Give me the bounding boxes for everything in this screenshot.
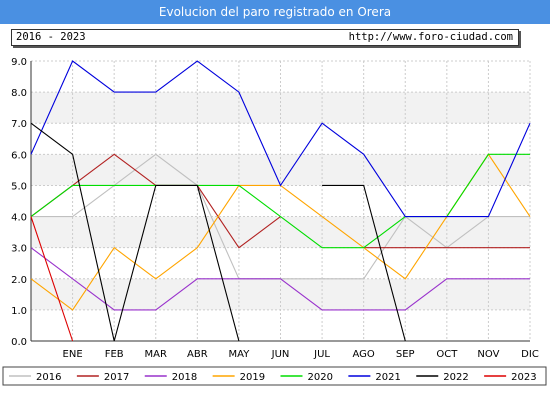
x-tick-label: ENE — [63, 349, 83, 360]
x-tick-label: MAR — [145, 349, 167, 360]
y-tick-label: 7.0 — [11, 119, 27, 130]
y-tick-label: 9.0 — [11, 57, 27, 68]
legend-label-2021: 2021 — [375, 372, 400, 383]
chart-title-bar: Evolucion del paro registrado en Orera — [0, 0, 550, 24]
legend-box — [2, 366, 547, 386]
legend-label-2023: 2023 — [511, 372, 536, 383]
x-tick-label: SEP — [396, 349, 415, 360]
y-tick-label: 0.0 — [11, 337, 27, 348]
y-tick-labels: 0.0 1.0 2.0 3.0 4.0 5.0 6.0 7.0 8.0 9.0 — [11, 57, 27, 348]
x-tick-label: NOV — [477, 349, 499, 360]
y-tick-label: 3.0 — [11, 244, 27, 255]
year-range: 2016 - 2023 — [16, 31, 86, 43]
legend-label-2017: 2017 — [104, 372, 129, 383]
legend-label-2018: 2018 — [172, 372, 197, 383]
series-lines — [30, 60, 531, 342]
series-line-2023 — [30, 216, 74, 342]
x-tick-label: FEB — [105, 349, 124, 360]
legend-label-2020: 2020 — [308, 372, 333, 383]
legend-label-2019: 2019 — [240, 372, 265, 383]
source-url: http://www.foro-ciudad.com — [348, 31, 513, 43]
series-line-2022 — [30, 122, 240, 342]
legend-label-2022: 2022 — [443, 372, 468, 383]
x-tick-label: AGO — [353, 349, 375, 360]
y-tick-label: 1.0 — [11, 306, 27, 317]
y-tick-label: 5.0 — [11, 181, 27, 192]
x-tick-labels: ENE FEB MAR ABR MAY JUN JUL AGO SEP OCT NOV DIC — [63, 349, 539, 360]
y-tick-label: 6.0 — [11, 150, 27, 161]
series-line-2022 — [322, 184, 406, 342]
y-tick-label: 2.0 — [11, 275, 27, 286]
info-box: 2016 - 2023 http://www.foro-ciudad.com — [11, 29, 519, 46]
x-tick-label: ABR — [187, 349, 208, 360]
series-line-2021 — [30, 60, 531, 218]
x-tick-label: MAY — [229, 349, 251, 360]
chart-title: Evolucion del paro registrado en Orera — [158, 5, 392, 19]
x-tick-label: DIC — [521, 349, 539, 360]
y-tick-label: 8.0 — [11, 88, 27, 99]
series-line-2018 — [30, 247, 530, 311]
x-tick-label: JUL — [313, 349, 330, 360]
y-tick-label: 4.0 — [11, 213, 27, 224]
x-tick-label: OCT — [436, 349, 458, 360]
legend: 2016 2017 2018 2019 2020 2021 2022 2023 — [2, 366, 547, 386]
x-tick-label: JUN — [271, 349, 290, 360]
legend-label-2016: 2016 — [36, 372, 61, 383]
